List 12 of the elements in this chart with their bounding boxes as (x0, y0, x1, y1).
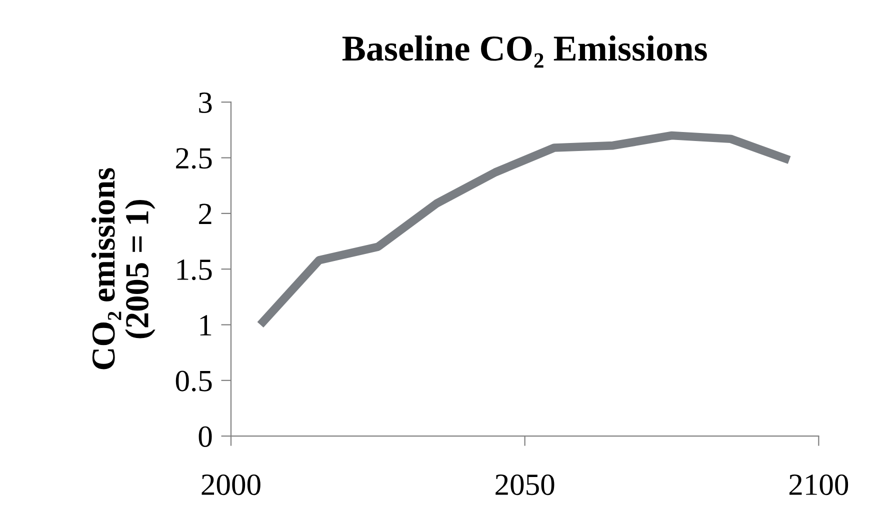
y-tick-label: 1 (200, 315, 212, 336)
chart-title: Baseline CO₂ Emissions (342, 35, 707, 68)
y-tick-label: 2 (198, 204, 212, 224)
x-tick-label: 2100 (789, 474, 848, 496)
y-tick-label: 2.5 (176, 148, 212, 169)
x-tick-label: 2050 (496, 474, 554, 496)
y-tick-label: 0.5 (176, 370, 212, 392)
y-tick-label: 1.5 (177, 260, 212, 280)
x-tick-label: 2000 (202, 474, 260, 496)
y-tick-label: 0 (198, 426, 212, 447)
y-tick-label: 3 (199, 92, 212, 114)
y-axis-title: CO₂ emissions (2005 = 1) (91, 168, 156, 370)
